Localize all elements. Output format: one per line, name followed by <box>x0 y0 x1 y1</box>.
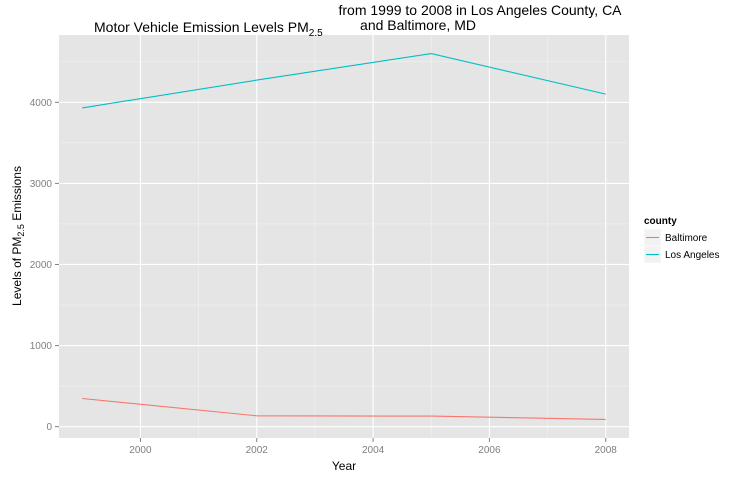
y-tick-label: 2000 <box>30 260 53 271</box>
x-tick-label: 2000 <box>129 445 152 456</box>
chart-title-part2-line1: from 1999 to 2008 in Los Angeles County,… <box>338 2 622 18</box>
legend-label-los-angeles: Los Angeles <box>665 250 720 261</box>
legend: county Baltimore Los Angeles <box>643 216 720 264</box>
x-tick-label: 2004 <box>362 445 385 456</box>
legend-label-baltimore: Baltimore <box>665 233 708 244</box>
plot-panel <box>59 35 629 438</box>
x-tick-label: 2006 <box>478 445 501 456</box>
y-tick-label: 3000 <box>30 179 53 190</box>
series-line-baltimore <box>82 397 606 420</box>
series-lines <box>82 53 606 420</box>
y-axis-ticks: 0 1000 2000 3000 4000 <box>30 98 59 433</box>
x-tick-label: 2002 <box>246 445 269 456</box>
legend-title: county <box>644 216 677 227</box>
y-axis-title: Levels of PM2.5 Emissions <box>10 166 26 306</box>
chart-title-part2-line2: and Baltimore, MD <box>360 17 476 33</box>
x-axis-title: Year <box>332 459 356 473</box>
x-tick-label: 2008 <box>595 445 618 456</box>
chart-title-subscript: 2.5 <box>309 28 323 39</box>
y-tick-label: 4000 <box>30 98 53 109</box>
y-tick-label: 0 <box>46 422 52 433</box>
legend-items: Baltimore Los Angeles <box>643 228 720 264</box>
grid-major <box>59 35 629 438</box>
x-axis-ticks: 2000 2002 2004 2006 2008 <box>129 438 617 456</box>
chart-title-part1: Motor Vehicle Emission Levels PM2.5 <box>94 19 323 39</box>
series-line-los-angeles <box>82 53 606 109</box>
y-tick-label: 1000 <box>30 341 53 352</box>
